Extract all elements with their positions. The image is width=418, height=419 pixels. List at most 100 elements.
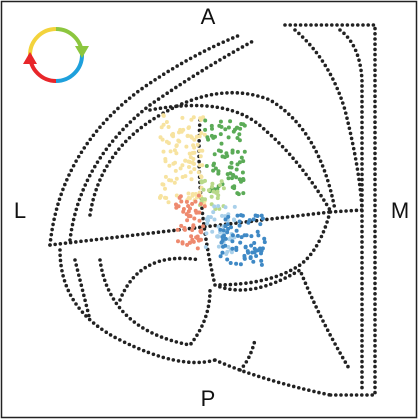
cell-dot: [164, 175, 168, 179]
cell-dot: [251, 260, 255, 264]
cell-dot: [178, 128, 182, 132]
cell-dot: [190, 202, 194, 206]
cell-dot: [189, 170, 193, 174]
cell-dot: [163, 196, 167, 200]
cell-dot: [210, 230, 214, 234]
cell-dot: [249, 256, 253, 260]
cell-dot: [261, 246, 265, 250]
cell-dot: [236, 214, 240, 218]
cell-dot: [194, 211, 198, 215]
cell-dot: [258, 222, 262, 226]
cell-dot: [162, 123, 166, 127]
cell-dot: [232, 186, 236, 190]
cell-dot: [179, 224, 183, 228]
cell-dot: [171, 134, 175, 138]
cell-dot: [167, 178, 171, 182]
cell-dot: [210, 182, 214, 186]
cell-dot: [241, 171, 245, 175]
cell-dot: [213, 152, 217, 156]
cell-dot: [161, 183, 165, 187]
cell-dot: [227, 135, 231, 139]
cell-dot: [234, 262, 238, 266]
cell-dot: [167, 125, 171, 129]
cell-dot: [210, 127, 214, 131]
cell-dot: [192, 138, 196, 142]
cell-dot: [202, 188, 206, 192]
cell-dot: [211, 210, 215, 214]
cell-dot: [252, 241, 256, 245]
cell-dot: [197, 194, 201, 198]
cell-dot: [249, 234, 253, 238]
cell-dot: [174, 169, 178, 173]
cell-dot: [212, 162, 216, 166]
cell-dot: [206, 215, 210, 219]
cell-dot: [237, 132, 241, 136]
cell-dot: [232, 218, 236, 222]
cell-dot: [188, 152, 192, 156]
cell-dot: [241, 191, 245, 195]
cell-dot: [219, 120, 223, 124]
cell-dot: [259, 259, 263, 263]
cell-dot: [194, 200, 198, 204]
cell-dot: [192, 217, 196, 221]
cell-dot: [192, 167, 196, 171]
cell-dot: [263, 240, 267, 244]
cell-dot: [162, 150, 166, 154]
cell-dot: [190, 177, 194, 181]
cell-dot: [241, 159, 245, 163]
figure-panel: A L M P: [0, 0, 418, 419]
cell-dot: [181, 242, 185, 246]
cell-dot: [203, 119, 207, 123]
cell-dot: [249, 244, 253, 248]
cell-dot: [183, 174, 187, 178]
cell-dot: [163, 157, 167, 161]
cell-dot: [240, 235, 244, 239]
cell-dot: [198, 149, 202, 153]
cell-dot: [226, 227, 230, 231]
cell-dot: [239, 213, 243, 217]
cell-dot: [224, 218, 228, 222]
cell-dot: [222, 228, 226, 232]
cell-dot: [189, 234, 193, 238]
cell-dot: [256, 233, 260, 237]
cell-dot: [204, 231, 208, 235]
cell-dot: [241, 122, 245, 126]
cell-dot: [220, 241, 224, 245]
cell-dot: [222, 186, 226, 190]
cell-dot: [203, 197, 207, 201]
cell-dot: [210, 195, 214, 199]
cell-dot: [220, 179, 224, 183]
cell-dot: [162, 114, 166, 118]
cell-dot: [225, 250, 229, 254]
cell-dot: [238, 241, 242, 245]
cell-dot: [173, 181, 177, 185]
cell-dot: [253, 250, 257, 254]
cell-dot: [169, 149, 173, 153]
cell-dot: [198, 219, 202, 223]
cell-dot: [221, 245, 225, 249]
cell-dot: [205, 222, 209, 226]
cell-dot: [187, 214, 191, 218]
cell-dot: [252, 217, 256, 221]
cell-dot: [199, 174, 203, 178]
cell-dot: [179, 200, 183, 204]
label-medial: M: [391, 198, 409, 223]
cell-dot: [187, 192, 191, 196]
cell-dot: [176, 139, 180, 143]
cell-dot: [187, 125, 191, 129]
cell-dot: [224, 151, 228, 155]
cell-dot: [243, 256, 247, 260]
frame: [2, 2, 417, 418]
cell-dot: [219, 132, 223, 136]
cell-dot: [196, 143, 200, 147]
cell-dot: [231, 149, 235, 153]
cell-dot: [167, 164, 171, 168]
cell-dot: [243, 150, 247, 154]
cell-dot: [256, 230, 260, 234]
cell-dot: [199, 131, 203, 135]
cell-dot: [178, 196, 182, 200]
cell-dot: [192, 146, 196, 150]
cell-dot: [221, 251, 225, 255]
cell-dot: [233, 205, 237, 209]
cell-dot: [230, 247, 234, 251]
